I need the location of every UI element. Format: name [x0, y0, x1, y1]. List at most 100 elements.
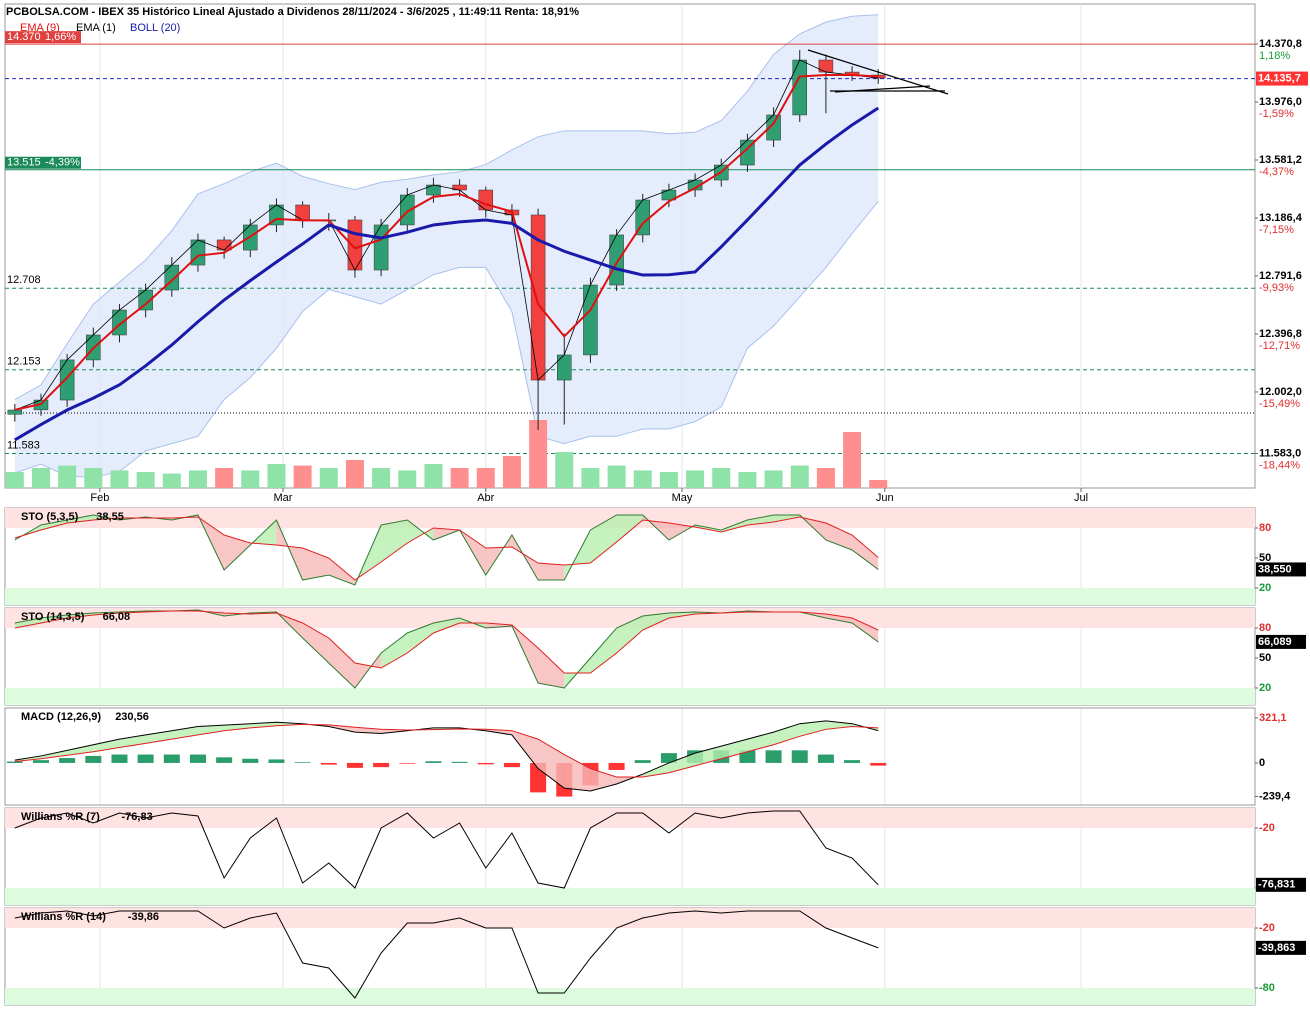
current-badge	[1256, 562, 1306, 577]
candle-body	[347, 219, 363, 271]
fill-area	[407, 520, 434, 543]
y-tick-label: 80	[1259, 522, 1271, 534]
fill-area	[381, 520, 408, 562]
candle-body	[7, 409, 23, 415]
volume-bar	[398, 470, 417, 488]
candle-body	[583, 284, 598, 356]
band-line	[14, 14, 879, 401]
current-label: 38,550	[1258, 563, 1292, 575]
fill-area	[40, 615, 68, 623]
histogram-bar	[477, 762, 494, 765]
fill-area	[67, 744, 94, 756]
volume-bar	[84, 468, 103, 488]
y-tick-label: -80	[1259, 982, 1275, 994]
legend-entry: EMA (9)	[20, 22, 60, 34]
histogram-bar	[634, 760, 651, 763]
histogram-bar	[765, 750, 782, 763]
histogram-bar	[163, 754, 180, 763]
last-price-badge	[1256, 71, 1308, 86]
histogram-bar	[373, 762, 390, 768]
fill-area	[564, 754, 591, 791]
y-tick-change: -9,93%	[1259, 282, 1294, 294]
histogram-bar	[425, 761, 442, 763]
fill-area	[747, 732, 774, 752]
volume-bar	[450, 468, 469, 488]
indicator-line	[14, 106, 880, 442]
histogram-bar	[137, 754, 154, 763]
fill-area	[668, 753, 696, 773]
y-tick-change: -1,59%	[1259, 108, 1294, 120]
panel-value: -76,83	[122, 811, 153, 823]
fill-area	[852, 618, 879, 642]
x-tick-label: Jun	[876, 492, 894, 504]
volume-bar	[581, 468, 600, 488]
y-tick-label: 13.186,4	[1259, 212, 1303, 224]
fill-area	[171, 726, 198, 740]
overbought-zone	[5, 908, 1255, 928]
y-tick-change: -15,49%	[1259, 398, 1300, 410]
volume-bar	[241, 470, 260, 488]
candle-body	[112, 309, 127, 336]
histogram-bar	[294, 762, 311, 763]
level-change: 1,66%	[45, 31, 76, 43]
panel-title: Willians %R (14)	[21, 911, 106, 923]
panel-value: 66,08	[103, 611, 131, 623]
y-tick-label: 80	[1259, 622, 1271, 634]
fill-area	[852, 535, 879, 570]
fill-area	[224, 723, 251, 731]
volume-bar	[188, 470, 207, 488]
candle-body	[59, 359, 75, 401]
fill-area	[276, 722, 303, 726]
histogram-bar	[320, 762, 337, 765]
histogram-bar	[216, 757, 233, 763]
y-tick-label: 12.791,6	[1259, 270, 1302, 282]
volume-bar	[712, 468, 731, 488]
y-tick-label: 20	[1259, 582, 1271, 594]
y-tick-label: 321,1	[1259, 712, 1287, 724]
indicator-line	[14, 723, 879, 778]
level-change: -4,39%	[45, 157, 80, 169]
panel-frame	[4, 707, 1256, 806]
fill-area	[616, 515, 643, 542]
volume-bar	[869, 480, 888, 488]
volume-bar	[659, 472, 678, 488]
volume-bar	[58, 465, 77, 488]
panel-value: -39,86	[128, 911, 159, 923]
level-badge	[5, 156, 81, 169]
overbought-zone	[5, 808, 1255, 828]
indicator-line	[14, 74, 879, 411]
panel-title: STO (14,3,5)	[21, 611, 85, 623]
fill-area	[40, 520, 68, 530]
fill-area	[590, 628, 617, 673]
oversold-zone	[5, 588, 1255, 605]
y-tick-label: 13.976,0	[1259, 96, 1302, 108]
fill-area	[721, 739, 748, 759]
y-tick-label: 0	[1259, 757, 1265, 769]
band-fill	[14, 14, 879, 478]
y-tick-label: 20	[1259, 682, 1271, 694]
volume-bar	[424, 464, 443, 488]
oversold-zone	[5, 888, 1255, 905]
y-tick-change: -7,15%	[1259, 224, 1294, 236]
histogram-bar	[399, 762, 416, 764]
fill-area	[695, 746, 722, 766]
fill-area	[511, 730, 539, 769]
close-line	[14, 59, 879, 411]
histogram-bar	[111, 754, 128, 763]
x-tick-label: Jul	[1074, 492, 1088, 504]
trend-line	[834, 85, 931, 93]
histogram-bar	[6, 761, 23, 763]
candle-body	[478, 189, 494, 211]
volume-bar	[607, 465, 626, 488]
volume-bar	[738, 472, 757, 488]
histogram-bar	[451, 761, 468, 763]
indicator-line	[14, 810, 879, 889]
histogram-bar	[32, 760, 49, 763]
fill-area	[224, 535, 251, 570]
panel-value: 38,55	[96, 511, 124, 523]
histogram-bar	[268, 759, 285, 763]
level-badge	[5, 31, 81, 44]
volume-bar	[136, 472, 155, 488]
fill-area	[538, 563, 565, 580]
oversold-zone	[5, 988, 1255, 1005]
